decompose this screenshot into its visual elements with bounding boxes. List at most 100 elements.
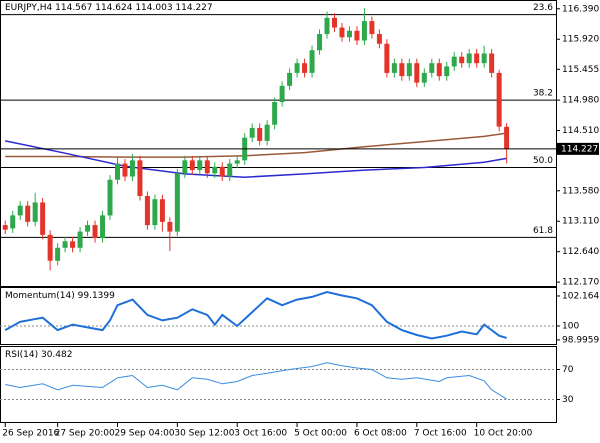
candle-body [384,43,390,73]
candle-body [77,231,83,248]
candle-body [451,56,457,67]
indicator-name: Momentum(14) [5,291,75,301]
candle-body [85,225,91,232]
candle-body [317,34,323,51]
y-tick-label: 115.920 [562,35,599,45]
candle-body [489,53,495,73]
candle-body [369,21,375,35]
candle-body [189,160,195,171]
y-tick-label: 70 [562,365,574,375]
candle-body [361,21,367,41]
chart-title: EURJPY,H4 114.567 114.624 114.003 114.22… [5,3,213,13]
candle-body [309,50,315,73]
y-tick-label: 98.9959 [562,335,599,345]
candle-body [167,221,173,232]
y-tick-label: 30 [562,395,574,405]
candle-body [17,205,23,216]
symbol: EURJPY,H4 [5,3,53,13]
last-open: 114.567 [55,3,92,13]
y-tick-label: 102.1643 [562,291,600,301]
fib-label: 50.0 [533,156,553,166]
candle-body [107,179,113,216]
moving-average [5,140,507,178]
y-tick-label: 115.455 [562,65,599,75]
candle-body [391,63,397,73]
y-tick-label: 112.170 [562,278,599,288]
fib-label: 38.2 [533,89,553,99]
x-tick-label: 27 Sep 20:00 [55,429,115,439]
x-tick-label: 3 Oct 16:00 [234,429,287,439]
candle-body [10,215,16,229]
candle-body [272,102,278,125]
fib-label: 61.8 [533,226,553,236]
x-tick-label: 29 Sep 04:00 [114,429,174,439]
x-tick-label: 7 Oct 16:00 [414,429,467,439]
candle-body [474,53,480,64]
candle-body [122,163,128,177]
candle-body [25,205,31,222]
last-close: 114.227 [175,3,212,13]
y-tick-label: 112.640 [562,247,599,257]
candle-body [287,72,293,86]
candle-body [204,160,210,174]
y-tick-label: 100 [562,321,579,331]
momentum-panel [0,287,557,345]
candle-body [444,66,450,77]
candle-body [174,173,180,232]
candle-body [2,225,8,230]
indicator-value: 99.1399 [78,291,115,301]
candle-body [399,63,405,77]
y-tick-label: 114.980 [562,96,599,106]
x-tick-label: 26 Sep 2016 [2,429,59,439]
momentum-title: Momentum(14) 99.1399 [5,291,115,301]
candle-body [496,72,502,127]
moving-average [5,132,507,158]
rsi-title: RSI(14) 30.482 [5,350,72,360]
price-label: 114.227 [561,144,598,154]
indicator-line [5,362,507,400]
y-tick-label: 113.110 [562,217,599,227]
candle-body [376,34,382,44]
fib-label: 23.6 [533,3,553,13]
candle-body [55,247,61,261]
y-tick-label: 116.390 [562,4,599,14]
candle-body [459,56,465,64]
candle-body [429,63,435,73]
y-tick-label: 113.580 [562,186,599,196]
candle-body [32,202,38,222]
candle-body [92,225,98,239]
candle-body [257,127,263,141]
candle-body [466,53,472,64]
x-tick-label: 5 Oct 00:00 [294,429,347,439]
candle-body [234,160,240,164]
candle-body [302,63,308,73]
candle-body [504,126,510,149]
candle-body [152,199,158,226]
candle-body [70,241,76,248]
candle-body [212,166,218,174]
candle-body [182,160,188,174]
candle-body [62,241,68,248]
candle-body [47,234,53,261]
candle-body [294,63,300,73]
rsi-panel [0,346,557,423]
candle-body [406,63,412,77]
candle-body [249,127,255,138]
indicator-line [4,290,507,340]
candle-body [339,27,345,38]
main-panel [0,0,557,287]
indicator-name: RSI(14) [5,350,38,360]
last-high: 114.624 [95,3,132,13]
candle-body [40,202,46,235]
price-box [557,142,599,155]
candle-body [279,85,285,103]
candle-body [159,199,165,222]
candle-body [129,160,135,177]
candle-body [227,163,233,177]
candle-body [144,195,150,226]
candle-body [137,160,143,196]
candle-body [346,30,352,38]
candle-body [436,63,442,77]
x-tick-label: 10 Oct 20:00 [474,429,533,439]
x-tick-label: 6 Oct 08:00 [354,429,407,439]
